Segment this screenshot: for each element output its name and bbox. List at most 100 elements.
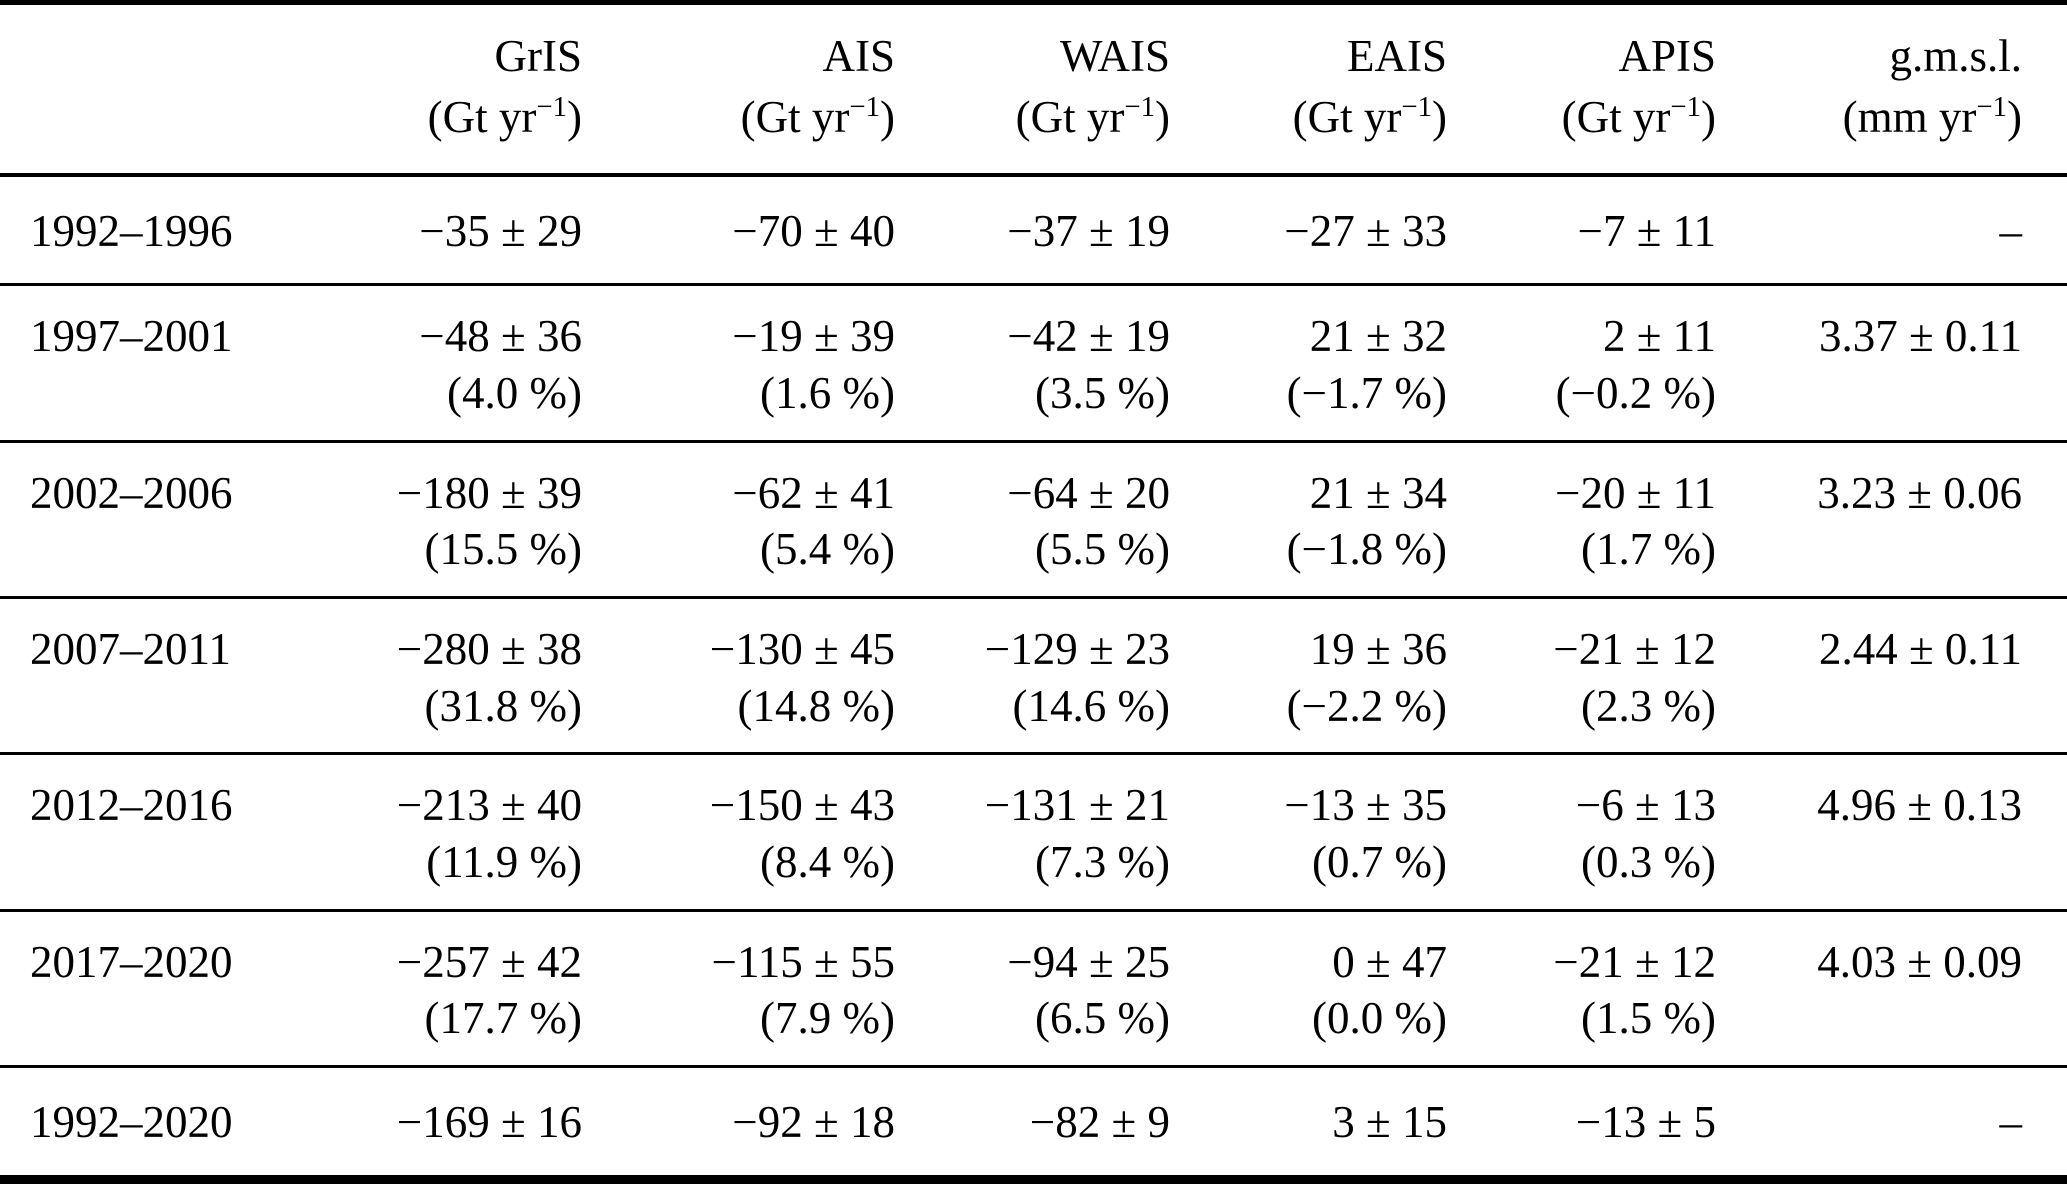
period-cell: 2002–2006 bbox=[0, 441, 330, 599]
cell-ais: −62 ± 41 (5.4 %) bbox=[582, 441, 895, 599]
period-cell: 1992–2020 bbox=[30, 1097, 233, 1148]
mass-balance-value: −19 ± 39 bbox=[732, 311, 895, 362]
cell-apis: −6 ± 13 (0.3 %) bbox=[1447, 753, 1716, 912]
percent-share: (0.0 %) bbox=[1312, 993, 1447, 1044]
cell-eais: −27 ± 33 bbox=[1170, 174, 1447, 287]
percent-share: (6.5 %) bbox=[1035, 993, 1170, 1044]
percent-share: (1.6 %) bbox=[760, 367, 895, 418]
column-header-gmsl: g.m.s.l. (mm yr−1) bbox=[1716, 2, 2067, 177]
column-header-gris: GrIS (Gt yr−1) bbox=[330, 2, 582, 177]
cell-eais: 3 ± 15 bbox=[1170, 1067, 1447, 1180]
mass-balance-value: −82 ± 9 bbox=[1029, 1097, 1170, 1148]
cell-apis: −13 ± 5 bbox=[1447, 1067, 1716, 1180]
percent-share: (31.8 %) bbox=[424, 680, 582, 731]
percent-share: (7.3 %) bbox=[1035, 837, 1170, 887]
cell-ais: −19 ± 39 (1.6 %) bbox=[582, 284, 895, 443]
column-unit: (Gt yr−1) bbox=[427, 90, 582, 142]
cell-wais: −129 ± 23 (14.6 %) bbox=[895, 597, 1170, 756]
unit-exponent: −1 bbox=[1401, 90, 1432, 123]
table-row-1992-1996: 1992–1996 −35 ± 29 −70 ± 40 −37 ± 19 −27… bbox=[0, 174, 2067, 287]
cell-gris: −213 ± 40 (11.9 %) bbox=[330, 753, 582, 912]
percent-share: (0.7 %) bbox=[1312, 837, 1447, 887]
table-row-2007-2011: 2007–2011 −280 ± 38 (31.8 %) −130 ± 45 (14… bbox=[0, 597, 2067, 756]
percent-share: (−1.7 %) bbox=[1286, 367, 1447, 418]
table-row-2002-2006: 2002–2006 −180 ± 39 (15.5 %) −62 ± 41 (5.4… bbox=[0, 441, 2067, 599]
cell-ais: −92 ± 18 bbox=[582, 1067, 895, 1180]
mass-balance-value: −70 ± 40 bbox=[732, 205, 895, 256]
mass-balance-value: −20 ± 11 bbox=[1555, 467, 1716, 518]
mass-balance-value: −7 ± 11 bbox=[1577, 205, 1716, 256]
mass-balance-value: −64 ± 20 bbox=[1007, 467, 1170, 518]
column-header-wais: WAIS (Gt yr−1) bbox=[895, 2, 1170, 177]
column-header-period bbox=[0, 2, 330, 177]
cell-apis: −7 ± 11 bbox=[1447, 174, 1716, 287]
percent-share: (4.0 %) bbox=[447, 367, 582, 418]
column-header-eais: EAIS (Gt yr−1) bbox=[1170, 2, 1447, 177]
cell-gmsl: 2.44 ± 0.11 bbox=[1716, 597, 2067, 756]
cell-ais: −130 ± 45 (14.8 %) bbox=[582, 597, 895, 756]
period-cell: 2017–2020 bbox=[0, 910, 330, 1069]
cell-eais: 21 ± 34 (−1.8 %) bbox=[1170, 441, 1447, 599]
table-row-1997-2001: 1997–2001 −48 ± 36 (4.0 %) −19 ± 39 (1.6 %… bbox=[0, 284, 2067, 443]
period-cell: 1997–2001 bbox=[0, 284, 330, 443]
mass-balance-value: −37 ± 19 bbox=[1007, 205, 1170, 256]
cell-gris: −48 ± 36 (4.0 %) bbox=[330, 284, 582, 443]
cell-apis: 2 ± 11 (−0.2 %) bbox=[1447, 284, 1716, 443]
cell-gmsl: – bbox=[1999, 1097, 2023, 1148]
mass-balance-value: −27 ± 33 bbox=[1284, 205, 1447, 256]
cell-apis: −21 ± 12 (2.3 %) bbox=[1447, 597, 1716, 756]
percent-share: (17.7 %) bbox=[424, 993, 582, 1044]
mass-balance-value: 19 ± 36 bbox=[1309, 623, 1447, 674]
percent-share: (14.8 %) bbox=[737, 680, 895, 731]
percent-share: (2.3 %) bbox=[1581, 680, 1716, 731]
header-row: GrIS (Gt yr−1) AIS (Gt yr−1) WAIS (Gt yr… bbox=[0, 2, 2067, 177]
cell-wais: −82 ± 9 bbox=[895, 1067, 1170, 1180]
column-unit: (Gt yr−1) bbox=[1015, 90, 1170, 142]
percent-share: (3.5 %) bbox=[1035, 367, 1170, 418]
mass-balance-value: −92 ± 18 bbox=[732, 1097, 895, 1148]
mass-balance-value: −150 ± 43 bbox=[709, 780, 895, 831]
percent-share: (14.6 %) bbox=[1012, 680, 1170, 731]
column-unit: (Gt yr−1) bbox=[1561, 90, 1716, 142]
cell-ais: −115 ± 55 (7.9 %) bbox=[582, 910, 895, 1069]
cell-ais: −70 ± 40 bbox=[582, 174, 895, 287]
cell-gmsl: 4.03 ± 0.09 bbox=[1716, 910, 2067, 1069]
mass-balance-value: 2 ± 11 bbox=[1602, 311, 1716, 362]
cell-eais: 21 ± 32 (−1.7 %) bbox=[1170, 284, 1447, 443]
mass-balance-value: 21 ± 32 bbox=[1309, 311, 1447, 362]
cell-eais: 0 ± 47 (0.0 %) bbox=[1170, 910, 1447, 1069]
mass-balance-value: −13 ± 5 bbox=[1575, 1097, 1716, 1148]
unit-exponent: −1 bbox=[1124, 90, 1155, 123]
unit-exponent: −1 bbox=[849, 90, 880, 123]
cell-gris: −35 ± 29 bbox=[330, 174, 582, 287]
cell-gmsl: 3.37 ± 0.11 bbox=[1716, 284, 2067, 443]
percent-share: (0.3 %) bbox=[1581, 837, 1716, 887]
cell-apis: −21 ± 12 (1.5 %) bbox=[1447, 910, 1716, 1069]
cell-wais: −131 ± 21 (7.3 %) bbox=[895, 753, 1170, 912]
mass-balance-value: −280 ± 38 bbox=[396, 623, 582, 674]
percent-share: (1.7 %) bbox=[1581, 524, 1716, 575]
unit-exponent: −1 bbox=[1670, 90, 1701, 123]
table-row-2017-2020: 2017–2020 −257 ± 42 (17.7 %) −115 ± 55 (7.… bbox=[0, 910, 2067, 1069]
mass-balance-value: 21 ± 34 bbox=[1309, 467, 1447, 518]
cell-gmsl: 4.96 ± 0.13 bbox=[1716, 753, 2067, 912]
mass-balance-value: 0 ± 47 bbox=[1332, 936, 1447, 987]
table-row-1992-2020: 1992–2020 −169 ± 16 −92 ± 18 −82 ± 9 3 ±… bbox=[0, 1067, 2067, 1180]
column-name: APIS bbox=[1618, 31, 1716, 81]
mass-balance-value: −213 ± 40 bbox=[396, 780, 582, 831]
column-name: WAIS bbox=[1060, 31, 1170, 81]
percent-share: (5.4 %) bbox=[760, 524, 895, 575]
mass-balance-value: −48 ± 36 bbox=[419, 311, 582, 362]
table-row-2012-2016: 2012–2016 −213 ± 40 (11.9 %) −150 ± 43 (8.… bbox=[0, 753, 2067, 912]
cell-gmsl: – bbox=[1716, 174, 2067, 287]
mass-balance-value: −42 ± 19 bbox=[1007, 311, 1170, 362]
column-header-apis: APIS (Gt yr−1) bbox=[1447, 2, 1716, 177]
column-unit: (Gt yr−1) bbox=[1292, 90, 1447, 142]
percent-share: (11.9 %) bbox=[426, 837, 582, 887]
mass-balance-value: −129 ± 23 bbox=[984, 623, 1170, 674]
cell-gris: −280 ± 38 (31.8 %) bbox=[330, 597, 582, 756]
cell-gmsl: 3.23 ± 0.06 bbox=[1716, 441, 2067, 599]
mass-balance-value: −115 ± 55 bbox=[711, 936, 895, 987]
period-cell: 2007–2011 bbox=[0, 597, 330, 756]
